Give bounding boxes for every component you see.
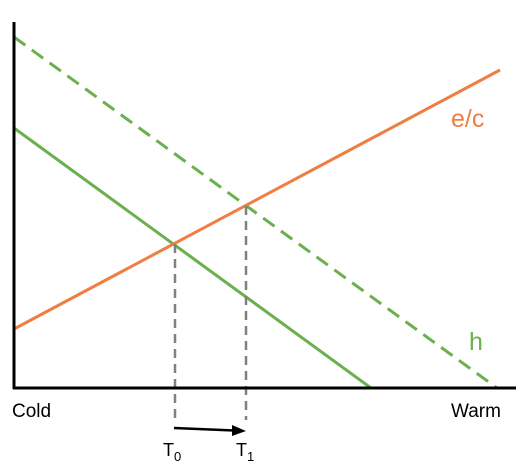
x-axis-left-label: Cold: [12, 401, 51, 422]
x-axis-right-label: Warm: [451, 401, 501, 422]
h-shifted-line: [13, 35, 498, 390]
t1-label-base: T: [236, 440, 247, 460]
h-line-label: h: [469, 328, 483, 356]
ec-line: [13, 68, 501, 331]
shift-arrow-head: [232, 425, 246, 436]
t1-label: T1: [236, 440, 254, 464]
t0-label-subscript: 0: [174, 449, 181, 464]
ec-line-label: e/c: [451, 105, 484, 133]
t0-label: T0: [163, 440, 181, 464]
h-line: [13, 126, 372, 390]
t1-label-subscript: 1: [247, 449, 254, 464]
shift-arrow-shaft: [173, 426, 235, 432]
t0-label-base: T: [163, 440, 174, 460]
